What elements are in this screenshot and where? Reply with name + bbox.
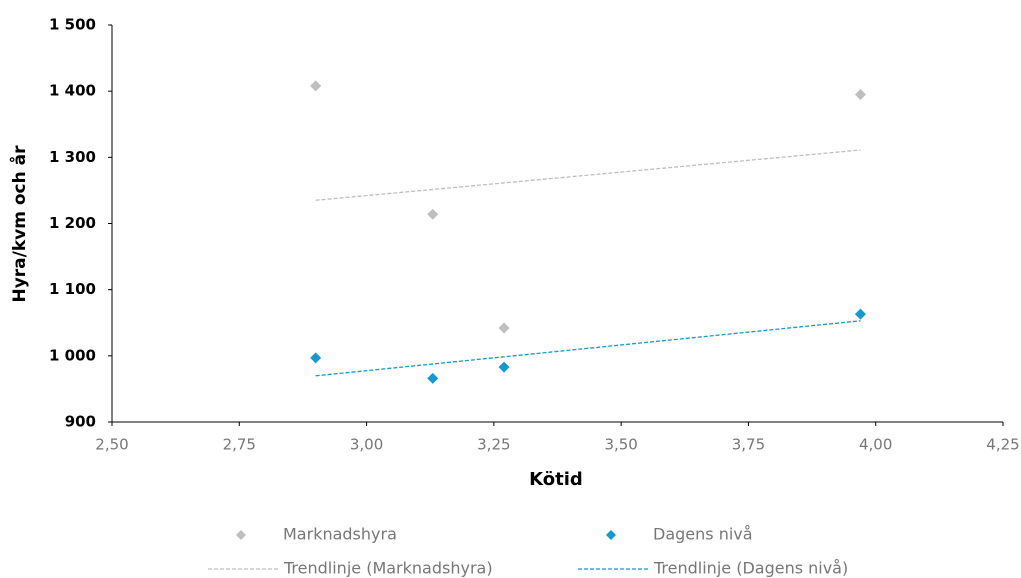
point (310, 352, 322, 364)
point (854, 88, 866, 100)
x-tick-label: 4,00 (859, 436, 892, 454)
y-tick-label: 1 100 (49, 280, 96, 298)
x-axis-title: Kötid (529, 469, 583, 490)
x-tick-label: 3,50 (604, 436, 637, 454)
legend-marker (606, 530, 616, 540)
point (310, 80, 322, 92)
y-axis-title: Hyra/kvm och år (8, 145, 30, 303)
x-tick-label: 3,25 (477, 436, 510, 454)
legend-label: Dagens nivå (653, 525, 753, 544)
x-tick-label: 2,50 (95, 436, 128, 454)
legend-label: Marknadshyra (283, 525, 397, 544)
legend-marker (236, 530, 246, 540)
point (427, 372, 439, 384)
x-tick-label: 3,00 (350, 436, 383, 454)
y-tick-label: 1 500 (49, 16, 96, 34)
point (427, 208, 439, 220)
point (498, 361, 510, 373)
point (854, 308, 866, 320)
x-tick-label: 2,75 (223, 436, 256, 454)
legend-label: Trendlinje (Marknadshyra) (283, 559, 493, 578)
legend-label: Trendlinje (Dagens nivå) (653, 559, 848, 578)
trendline (315, 320, 861, 377)
y-tick-label: 1 200 (49, 214, 96, 232)
point (498, 322, 510, 334)
y-tick-label: 900 (65, 413, 96, 431)
x-tick-label: 4,25 (986, 436, 1019, 454)
y-tick-label: 1 000 (49, 346, 96, 364)
y-tick-label: 1 400 (49, 82, 96, 100)
y-tick-label: 1 300 (49, 148, 96, 166)
x-tick-label: 3,75 (732, 436, 765, 454)
trendline (315, 149, 861, 201)
